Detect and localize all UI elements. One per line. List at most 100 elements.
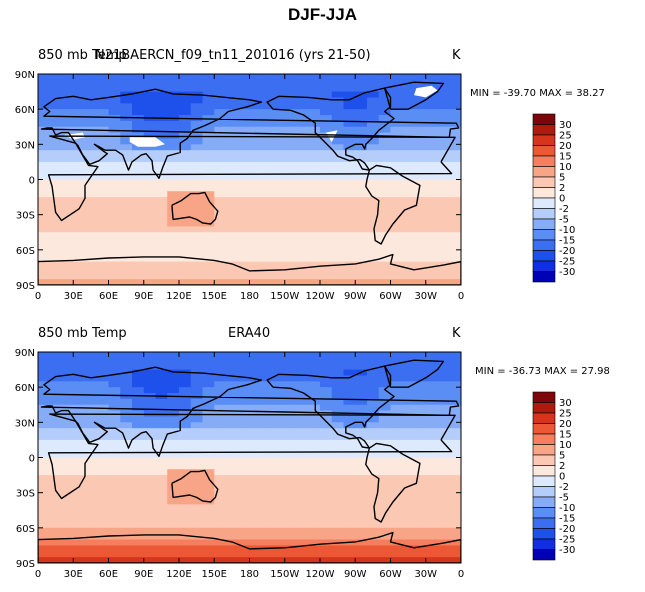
field-cell: [132, 486, 145, 494]
field-cell: [202, 144, 215, 151]
field-cell: [331, 255, 345, 263]
field-cell: [38, 527, 51, 535]
field-cell: [85, 551, 98, 558]
field-cell: [425, 249, 439, 257]
field-cell: [320, 232, 333, 239]
field-cell: [179, 375, 192, 382]
colorbar-label: 2: [559, 461, 565, 472]
field-cell: [179, 539, 192, 547]
field-cell: [331, 273, 345, 280]
field-cell: [132, 557, 145, 563]
colorbar-box: [532, 250, 556, 262]
field-cell: [414, 132, 427, 140]
field-cell: [155, 463, 168, 470]
field-cell: [120, 521, 133, 529]
field-cell: [226, 267, 239, 274]
colorbar-box: [532, 208, 556, 220]
y-tick-label: 60N: [15, 105, 35, 116]
field-cell: [202, 533, 215, 541]
field-cell: [214, 232, 227, 239]
field-cell: [143, 463, 157, 470]
field-cell: [226, 463, 239, 470]
field-cell: [261, 469, 274, 476]
field-cell: [85, 109, 98, 116]
field-cell: [320, 451, 333, 459]
field-cell: [108, 267, 121, 274]
field-cell: [155, 91, 168, 99]
field-cell: [61, 255, 74, 263]
field-cell: [355, 243, 368, 251]
colorbar-label: 15: [559, 430, 572, 441]
field-cell: [367, 439, 380, 447]
field-cell: [61, 156, 74, 163]
field-cell: [249, 492, 262, 500]
field-cell: [132, 498, 145, 505]
field-cell: [449, 132, 461, 140]
x-tick-label: 30E: [64, 569, 83, 580]
field-cell: [73, 226, 86, 233]
field-cell: [273, 74, 286, 81]
field-cell: [331, 191, 345, 198]
field-cell: [425, 457, 439, 464]
field-cell: [73, 375, 86, 382]
field-cell: [61, 91, 74, 99]
field-cell: [179, 357, 192, 365]
field-cell: [367, 238, 380, 245]
field-cell: [226, 191, 239, 198]
field-cell: [331, 220, 345, 227]
field-cell: [226, 161, 239, 169]
field-cell: [179, 551, 192, 558]
field-cell: [449, 545, 461, 552]
field-cell: [132, 208, 145, 216]
field-cell: [296, 109, 309, 116]
field-cell: [237, 220, 251, 227]
field-cell: [261, 173, 274, 181]
field-cell: [96, 150, 110, 157]
field-cell: [61, 439, 74, 447]
field-cell: [414, 197, 427, 204]
field-cell: [202, 161, 215, 169]
field-cell: [132, 238, 145, 245]
field-cell: [367, 208, 380, 216]
field-cell: [226, 539, 239, 547]
field-cell: [226, 220, 239, 227]
field-cell: [38, 475, 51, 482]
field-cell: [214, 273, 227, 280]
field-cell: [273, 161, 286, 169]
field-cell: [402, 150, 415, 157]
field-cell: [449, 445, 461, 453]
field-cell: [331, 469, 345, 476]
field-cell: [425, 557, 439, 563]
field-cell: [214, 150, 227, 157]
field-cell: [249, 539, 262, 547]
field-cell: [108, 463, 121, 470]
field-cell: [449, 202, 461, 210]
field-cell: [132, 504, 145, 511]
field-cell: [226, 261, 239, 269]
field-cell: [190, 103, 204, 110]
field-cell: [143, 185, 157, 192]
field-cell: [226, 393, 239, 400]
field-cell: [167, 445, 180, 453]
field-cell: [390, 369, 403, 377]
field-cell: [367, 249, 380, 257]
field-cell: [390, 191, 403, 198]
field-cell: [296, 463, 309, 470]
field-cell: [143, 457, 157, 464]
field-cell: [73, 173, 86, 181]
field-cell: [249, 439, 262, 447]
field-cell: [308, 214, 321, 222]
field-cell: [73, 369, 86, 377]
x-tick-label: 150W: [270, 291, 299, 302]
field-cell: [249, 469, 262, 476]
field-cell: [237, 375, 251, 382]
field-cell: [38, 132, 51, 140]
field-cell: [355, 85, 368, 93]
field-cell: [414, 74, 427, 81]
field-cell: [108, 208, 121, 216]
field-cell: [179, 457, 192, 464]
field-cell: [73, 533, 86, 541]
field-cell: [308, 469, 321, 476]
field-cell: [320, 375, 333, 382]
field-cell: [120, 498, 133, 505]
